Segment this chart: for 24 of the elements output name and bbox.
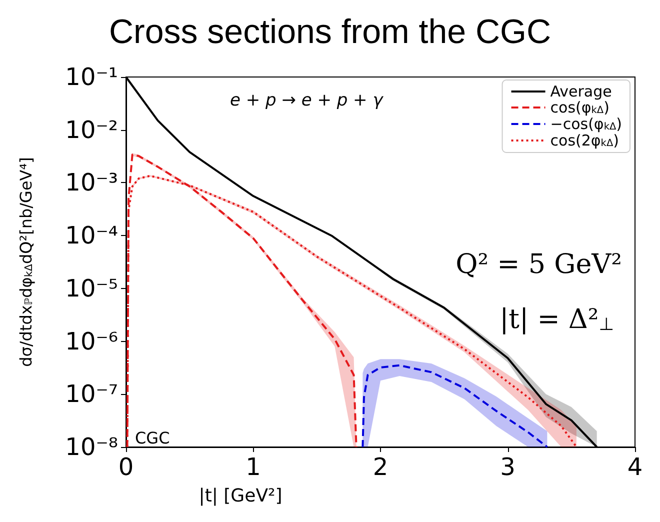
x-tick-label: 2 <box>372 453 388 481</box>
y-tick-label: 10⁻⁴ <box>65 222 118 250</box>
x-tick-label: 1 <box>246 453 261 481</box>
legend-label: −cos(φkΔ) <box>550 115 622 133</box>
chart-title: Cross sections from the CGC <box>108 13 552 51</box>
annotation: CGC <box>135 428 170 448</box>
x-axis-title: |t| [GeV²] <box>198 486 282 506</box>
x-tick-label: 4 <box>627 453 643 481</box>
legend-label: Average <box>550 82 612 100</box>
annotation: |t| = Δ²⊥ <box>500 304 614 335</box>
y-axis-title: dσ/dtdxℙdφkΔdQ²[nb/GeV⁴] <box>16 157 36 367</box>
annotation: e + p → e + p + γ <box>230 90 384 110</box>
y-tick-label: 10⁻⁷ <box>65 380 118 408</box>
x-tick-label: 0 <box>118 453 134 481</box>
y-tick-label: 10⁻¹ <box>65 63 118 91</box>
y-tick-label: 10⁻⁸ <box>65 433 118 461</box>
annotation: Q² = 5 GeV² <box>456 249 622 280</box>
y-tick-label: 10⁻³ <box>65 168 118 197</box>
legend-label: cos(2φkΔ) <box>550 132 619 150</box>
legend-label: cos(φkΔ) <box>550 98 610 116</box>
y-tick-label: 10⁻⁶ <box>65 327 118 356</box>
y-tick-label: 10⁻² <box>65 116 118 144</box>
y-tick-label: 10⁻⁵ <box>65 274 118 302</box>
x-tick-label: 3 <box>500 453 516 481</box>
